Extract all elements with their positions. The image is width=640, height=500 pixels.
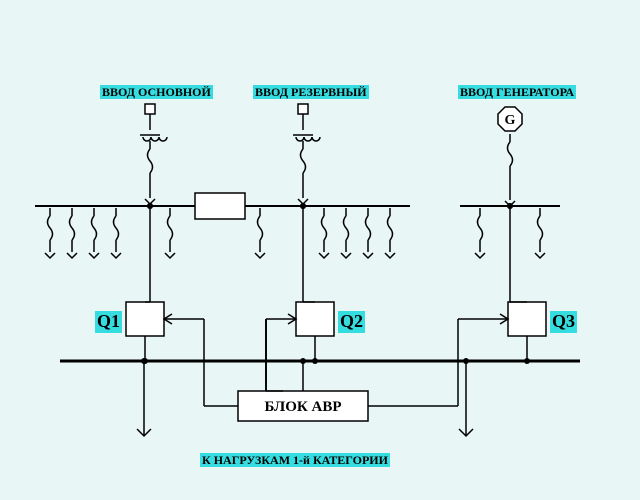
svg-text:G: G <box>505 113 516 128</box>
label-q3: Q3 <box>550 311 577 333</box>
label-q1: Q1 <box>95 311 122 333</box>
label-loads: К НАГРУЗКАМ 1-й КАТЕГОРИИ <box>200 453 390 467</box>
label-input-main: ВВОД ОСНОВНОЙ <box>100 85 213 99</box>
label-avr: БЛОК АВР <box>264 399 341 415</box>
label-q2: Q2 <box>338 311 365 333</box>
label-input-gen: ВВОД ГЕНЕРАТОРА <box>458 85 576 99</box>
label-input-reserve: ВВОД РЕЗЕРВНЫЙ <box>253 85 369 99</box>
